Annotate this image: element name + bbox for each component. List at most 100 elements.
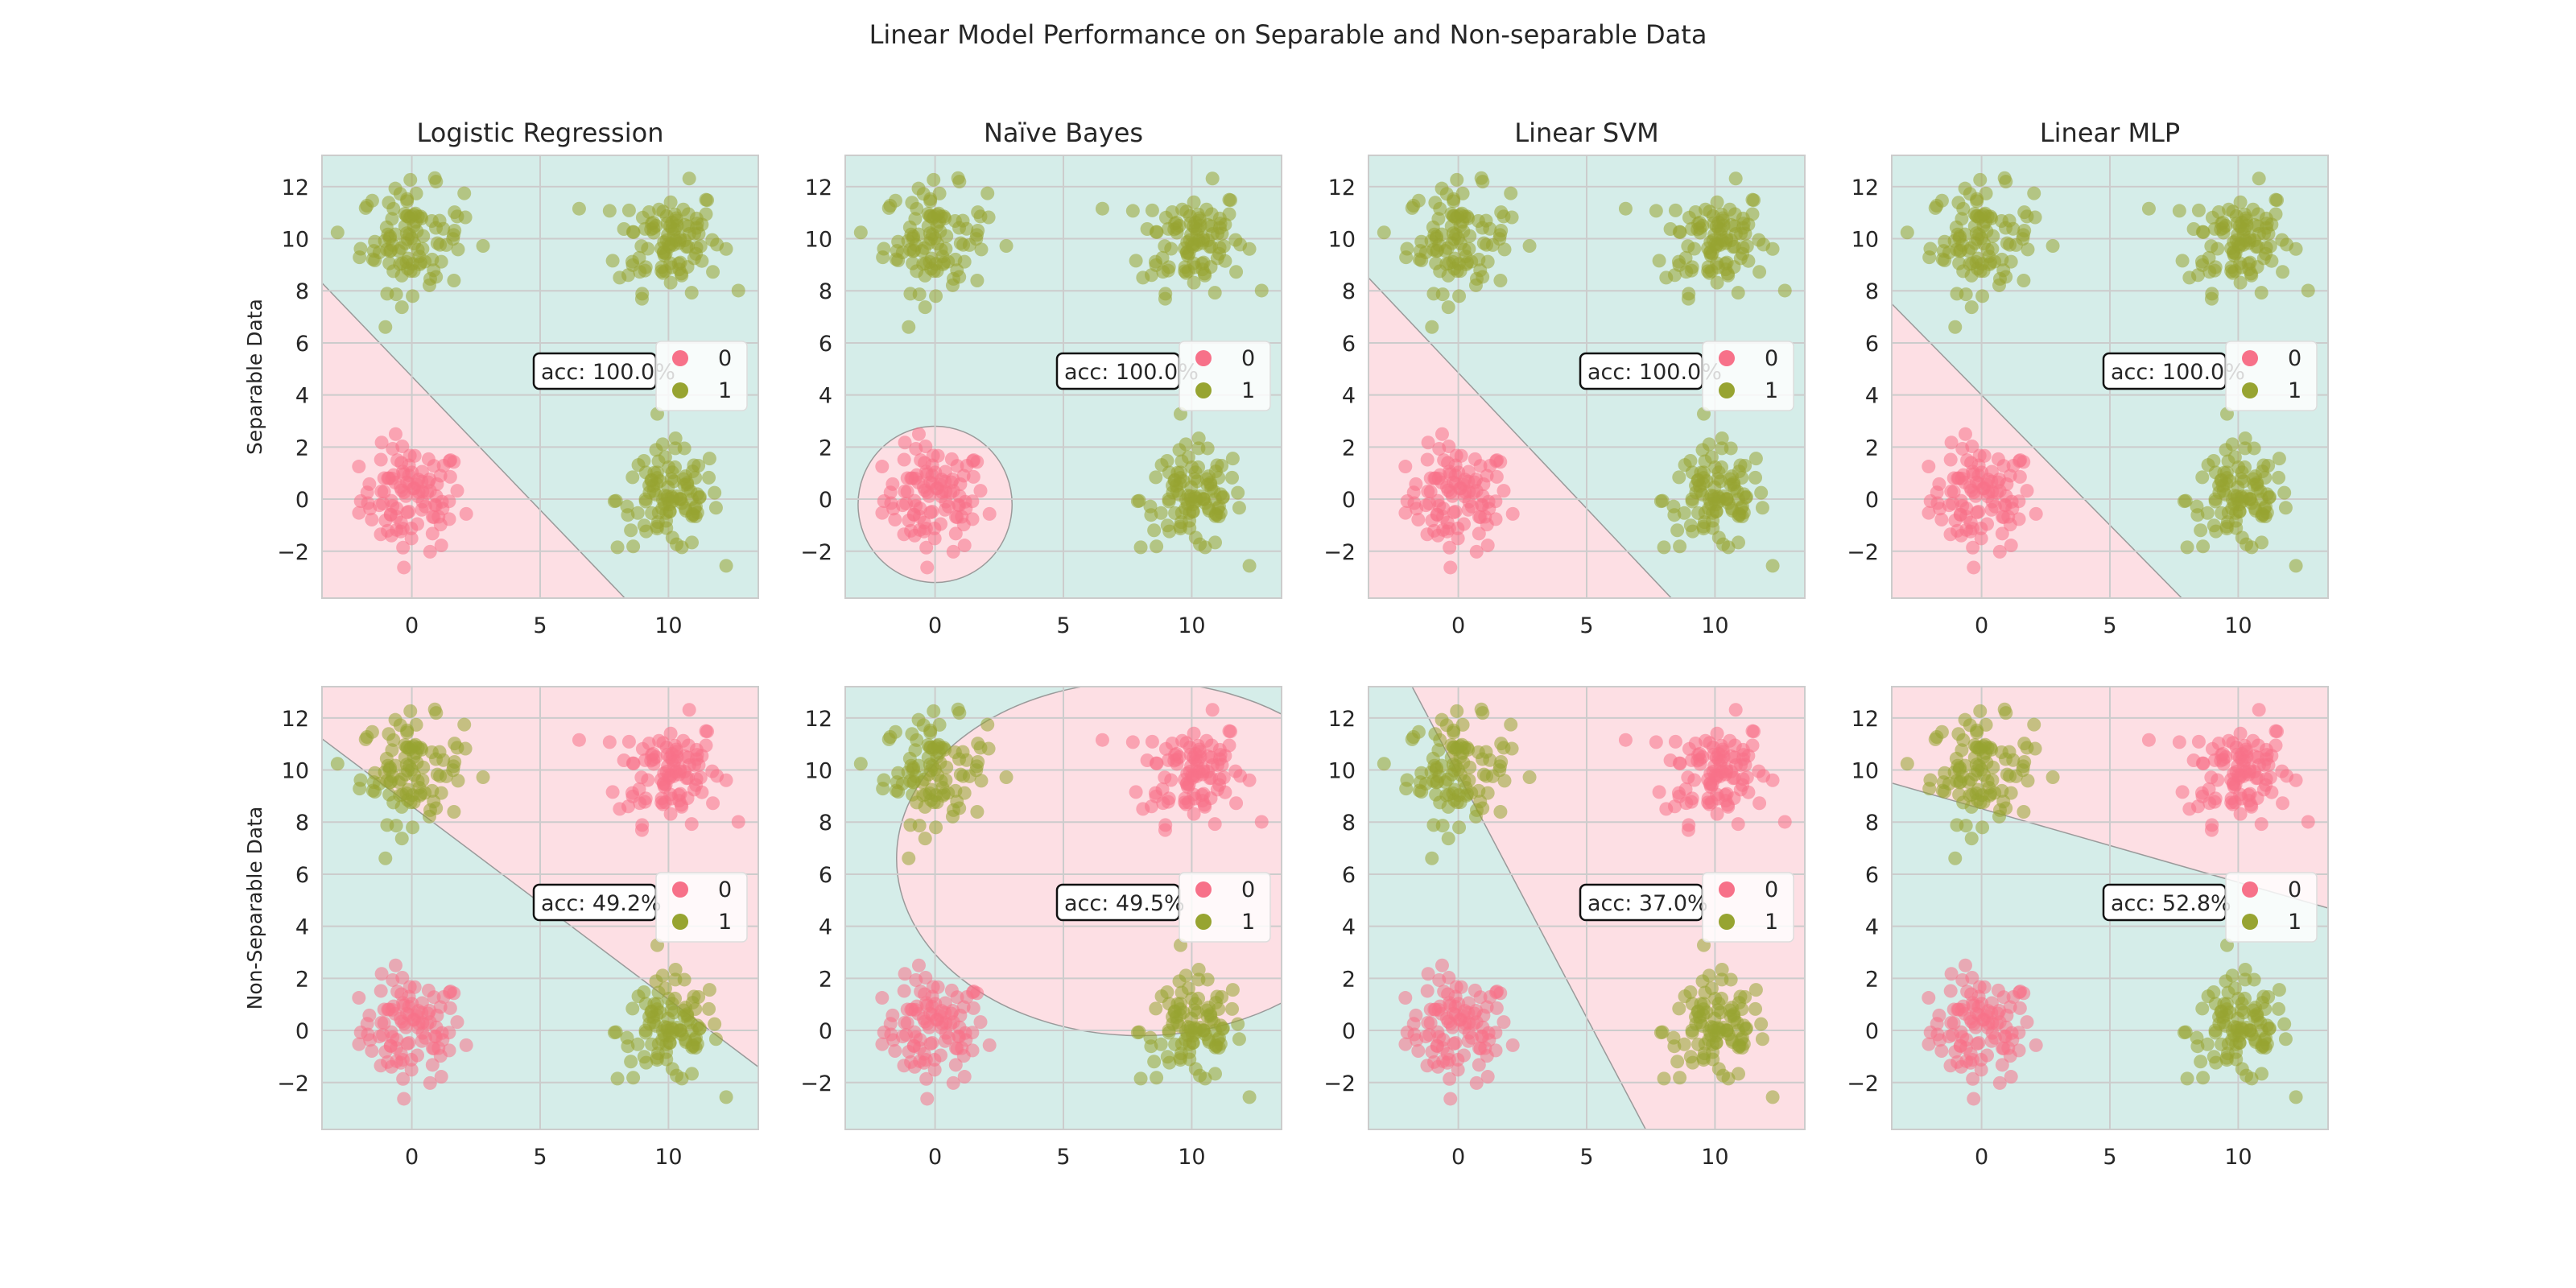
point-class-1: [708, 1032, 723, 1046]
y-tick-label: 8: [295, 279, 309, 304]
data-points: [330, 702, 745, 1106]
legend-label-0: 0: [1241, 346, 1255, 371]
point-class-0: [1959, 1033, 1974, 1047]
point-class-0: [973, 484, 988, 498]
point-class-1: [931, 737, 946, 752]
point-class-1: [974, 774, 989, 788]
point-class-1: [1748, 1001, 1763, 1016]
point-class-0: [2252, 703, 2266, 717]
point-class-0: [919, 540, 934, 555]
point-class-0: [1996, 459, 2011, 473]
point-class-1: [625, 1001, 640, 1016]
point-class-1: [1201, 1033, 1216, 1047]
point-class-1: [394, 832, 409, 846]
point-class-1: [2233, 195, 2248, 209]
point-class-1: [655, 266, 670, 280]
point-class-0: [1158, 770, 1172, 785]
accuracy-box: acc: 100.0%: [532, 352, 675, 390]
point-class-0: [1436, 1033, 1451, 1047]
point-class-1: [2196, 225, 2211, 239]
y-tick-label: 4: [1865, 915, 1879, 940]
point-class-1: [1711, 1003, 1725, 1018]
point-class-0: [875, 991, 890, 1005]
x-tick-label: 10: [2224, 613, 2252, 638]
point-class-1: [1738, 990, 1752, 1005]
point-class-0: [982, 1038, 997, 1052]
point-class-1: [380, 818, 394, 832]
point-class-0: [1478, 510, 1492, 524]
point-class-1: [2021, 242, 2035, 257]
point-class-0: [1421, 1016, 1435, 1030]
point-class-0: [352, 506, 366, 520]
point-class-0: [1451, 1063, 1465, 1077]
point-class-1: [407, 218, 421, 233]
y-tick-label: 8: [1865, 811, 1879, 836]
accuracy-box: acc: 52.8%: [2102, 883, 2231, 922]
point-class-1: [1963, 241, 1978, 255]
point-class-0: [1972, 448, 1987, 463]
point-class-1: [2020, 741, 2034, 755]
point-class-1: [450, 209, 464, 224]
point-class-1: [2016, 759, 2030, 774]
point-class-1: [1504, 717, 1518, 732]
y-tick-label: 12: [282, 707, 309, 732]
point-class-1: [1154, 1037, 1168, 1051]
y-tick-label: 2: [819, 436, 832, 460]
point-class-0: [376, 1028, 390, 1042]
point-class-0: [1672, 789, 1686, 803]
point-class-1: [708, 501, 723, 515]
point-class-1: [1232, 501, 1246, 515]
point-class-1: [400, 194, 415, 208]
point-class-0: [381, 1055, 395, 1069]
point-class-0: [1944, 436, 1959, 450]
y-tick-label: 0: [295, 1019, 309, 1044]
x-tick-label: 0: [1451, 613, 1465, 638]
point-class-1: [952, 270, 967, 284]
point-class-1: [930, 218, 944, 233]
point-class-0: [434, 1070, 448, 1084]
point-class-0: [925, 469, 939, 483]
y-tick-label: 0: [295, 488, 309, 513]
y-tick-label: 6: [295, 863, 309, 888]
point-class-1: [1745, 192, 1760, 207]
point-class-1: [379, 751, 394, 766]
point-class-0: [2001, 510, 2016, 524]
point-class-1: [1493, 273, 1508, 287]
y-tick-label: 0: [819, 488, 832, 513]
point-class-0: [1473, 990, 1488, 1005]
point-class-1: [1691, 1004, 1706, 1018]
point-class-1: [1999, 706, 2013, 720]
point-class-0: [2233, 807, 2248, 821]
point-class-1: [651, 985, 666, 1000]
point-class-1: [969, 228, 984, 242]
point-class-0: [1668, 734, 1682, 749]
point-class-1: [626, 539, 641, 554]
point-class-1: [1095, 201, 1109, 216]
x-tick-label: 0: [405, 1145, 419, 1170]
point-class-0: [1436, 502, 1451, 516]
x-tick-label: 5: [1579, 1145, 1593, 1170]
point-class-1: [2289, 559, 2303, 573]
point-class-0: [682, 703, 696, 717]
point-class-0: [1988, 499, 2002, 514]
point-class-1: [360, 198, 374, 213]
y-tick-label: 12: [1852, 707, 1879, 732]
point-class-1: [2238, 972, 2252, 987]
legend-marker-0: [1195, 881, 1212, 898]
point-class-1: [929, 289, 943, 303]
point-class-1: [1715, 441, 1729, 456]
point-class-1: [368, 766, 382, 780]
point-class-1: [2207, 1050, 2221, 1064]
point-class-0: [1652, 785, 1666, 799]
point-class-0: [1649, 735, 1663, 749]
point-class-0: [1208, 817, 1222, 832]
point-class-1: [1923, 242, 1938, 256]
point-class-1: [924, 262, 939, 276]
point-class-1: [680, 1007, 695, 1022]
point-class-0: [1944, 1016, 1959, 1030]
point-class-1: [638, 492, 653, 506]
point-class-1: [457, 186, 472, 200]
point-class-1: [2195, 470, 2210, 485]
point-class-0: [381, 523, 395, 538]
point-class-1: [450, 741, 464, 755]
